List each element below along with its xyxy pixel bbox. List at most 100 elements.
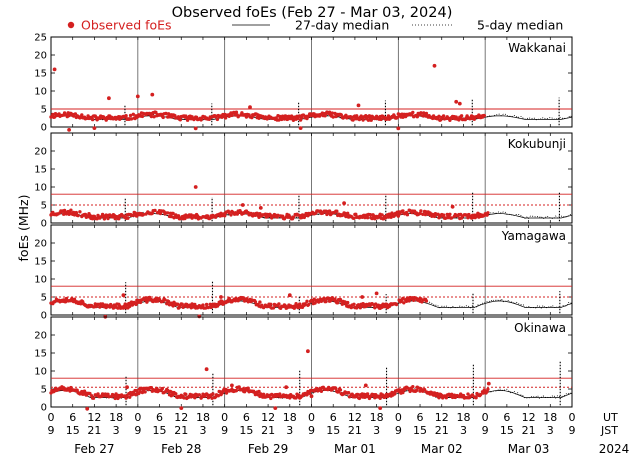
jst-label: JST — [600, 424, 618, 437]
observed-point — [250, 115, 254, 120]
observed-point — [305, 299, 309, 303]
observed-point — [182, 396, 186, 400]
observed-point — [477, 113, 481, 117]
observed-point — [374, 302, 378, 306]
observed-point — [258, 300, 262, 304]
jst-tick-label: 15 — [239, 424, 253, 437]
observed-point — [414, 388, 419, 393]
observed-point — [372, 214, 376, 218]
observed-point — [107, 395, 111, 399]
ut-tick-label: 18 — [543, 411, 557, 424]
y-tick-label: 25 — [34, 33, 47, 44]
observed-point — [459, 114, 464, 118]
observed-point — [236, 115, 240, 119]
observed-point — [352, 302, 356, 306]
observed-point — [210, 396, 214, 400]
panel-kokubunji: 0 5 10 15 20 Kokubunji — [34, 132, 573, 230]
observed-point — [401, 296, 405, 301]
observed-point — [80, 389, 84, 394]
ut-tick-label: 0 — [482, 411, 489, 424]
observed-point — [234, 388, 239, 393]
observed-point — [336, 301, 340, 305]
observed-point — [271, 306, 276, 310]
observed-point — [128, 304, 132, 309]
observed-point — [91, 396, 96, 400]
observed-point — [166, 211, 170, 215]
observed-point — [126, 216, 130, 220]
observed-point — [368, 213, 372, 217]
y-tick-label: 15 — [34, 257, 47, 268]
jst-tick-label: 9 — [48, 424, 55, 437]
ut-tick-label: 12 — [87, 411, 101, 424]
observed-point — [401, 390, 405, 395]
observed-point — [346, 211, 350, 215]
observed-point — [169, 214, 173, 219]
observed-point — [355, 114, 359, 118]
observed-point — [96, 302, 100, 306]
observed-point — [224, 391, 229, 395]
observed-point — [299, 215, 304, 220]
observed-point — [319, 389, 324, 393]
observed-point — [450, 204, 455, 209]
observed-point — [153, 208, 157, 213]
observed-point — [193, 185, 198, 189]
observed-point — [260, 303, 264, 307]
observed-point — [396, 214, 400, 218]
observed-point — [175, 302, 180, 306]
date-label: Mar 03 — [508, 442, 550, 456]
observed-point — [380, 213, 384, 217]
legend-27day-label: 27-day median — [295, 18, 389, 33]
observed-point — [178, 118, 182, 122]
ut-tick-label: 6 — [69, 411, 76, 424]
observed-point — [258, 206, 263, 210]
station-name: Okinawa — [514, 321, 566, 335]
ut-tick-label: 12 — [348, 411, 362, 424]
observed-point — [229, 213, 233, 217]
observed-point — [398, 211, 402, 216]
jst-tick-label: 3 — [113, 424, 120, 437]
observed-point — [370, 216, 374, 221]
observed-point — [378, 396, 382, 400]
observed-point — [327, 209, 332, 213]
observed-point — [80, 113, 84, 117]
observed-point — [444, 396, 448, 400]
ut-tick-label: 0 — [48, 411, 55, 424]
observed-point — [152, 115, 156, 119]
observed-point — [216, 394, 220, 398]
ut-tick-label: 0 — [395, 411, 402, 424]
observed-point — [394, 302, 399, 307]
observed-point — [171, 211, 175, 216]
observed-point — [64, 212, 69, 216]
observed-point — [174, 392, 178, 396]
observed-point — [223, 214, 227, 218]
observed-point — [412, 298, 416, 302]
observed-point — [211, 392, 215, 396]
observed-point — [269, 302, 273, 306]
observed-point — [179, 406, 184, 410]
observed-point — [450, 392, 454, 396]
ut-tick-label: 0 — [308, 411, 315, 424]
observed-point — [454, 99, 459, 104]
observed-point — [69, 208, 73, 212]
ut-tick-label: 12 — [174, 411, 188, 424]
observed-point — [424, 111, 429, 116]
observed-point — [472, 117, 476, 121]
observed-point — [366, 118, 371, 122]
observed-point — [486, 387, 490, 391]
observed-point — [176, 214, 181, 218]
observed-point — [133, 211, 137, 215]
jst-tick-label: 15 — [66, 424, 80, 437]
observed-point — [154, 110, 158, 115]
y-tick-label: 0 — [41, 123, 47, 134]
jst-tick-label: 15 — [500, 424, 514, 437]
observed-point — [146, 298, 150, 302]
observed-point — [344, 113, 348, 118]
observed-point — [298, 302, 302, 306]
observed-point — [421, 212, 425, 216]
jst-tick-label: 9 — [308, 424, 315, 437]
year-label: 2024 — [599, 442, 630, 456]
observed-point — [111, 306, 116, 310]
observed-point — [432, 63, 437, 68]
observed-point — [144, 296, 148, 300]
observed-point — [114, 392, 118, 396]
